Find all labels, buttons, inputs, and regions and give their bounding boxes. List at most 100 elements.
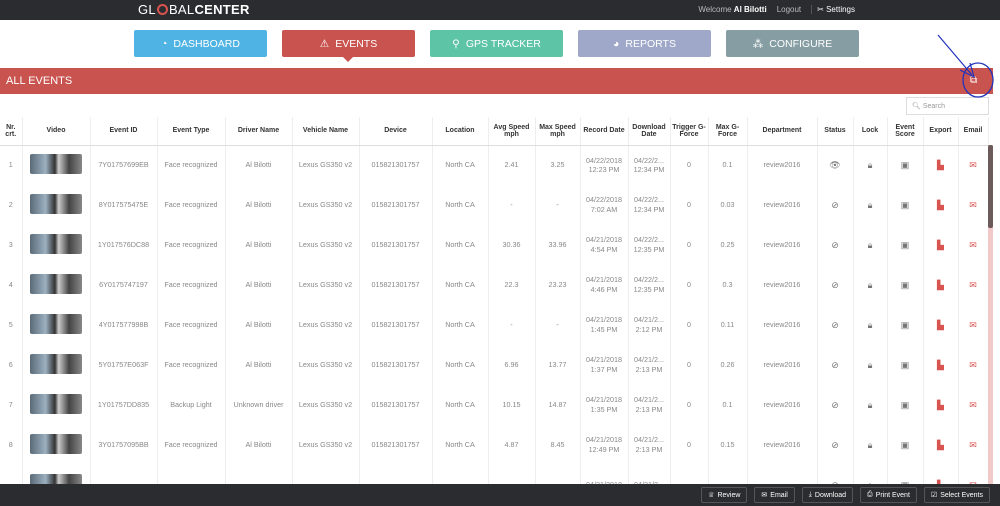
score-icon[interactable]: ▣ [900, 439, 910, 450]
settings-link[interactable]: ✂ Settings [811, 5, 855, 14]
video-cell[interactable] [22, 385, 91, 425]
lock-icon[interactable]: 🔒︎ [867, 359, 873, 370]
nav-gps-tracker[interactable]: ⚲ GPS TRACKER [430, 30, 563, 57]
lock-icon[interactable]: 🔒︎ [867, 160, 873, 171]
pdf-export-icon[interactable]: ▙ [937, 239, 944, 250]
video-thumbnail[interactable] [30, 313, 82, 334]
score-icon[interactable]: ▣ [900, 359, 910, 370]
eye-slash-icon[interactable]: ⊘ [831, 239, 839, 250]
video-cell[interactable] [22, 345, 91, 385]
lock-icon[interactable]: 🔒︎ [867, 279, 873, 290]
score-icon[interactable]: ▣ [900, 279, 910, 290]
score-icon[interactable]: ▣ [900, 199, 910, 210]
eye-slash-icon[interactable]: ⊘ [831, 359, 839, 370]
column-header[interactable]: Driver Name [225, 117, 293, 146]
lock-icon[interactable]: 🔒︎ [867, 399, 873, 410]
pdf-export-icon[interactable]: ▙ [937, 160, 944, 171]
video-thumbnail[interactable] [30, 193, 82, 214]
email-icon[interactable]: ✉ [969, 239, 977, 250]
column-header[interactable]: Lock [853, 117, 888, 146]
video-cell[interactable] [22, 145, 91, 185]
video-thumbnail[interactable] [30, 353, 82, 374]
video-thumbnail[interactable] [30, 153, 82, 174]
score-icon[interactable]: ▣ [900, 239, 910, 250]
video-thumbnail[interactable] [30, 393, 82, 414]
score-icon[interactable]: ▣ [900, 160, 910, 171]
table-row[interactable]: 8 3Y01757095BB Face recognized Al Bilotti Le… [0, 425, 989, 465]
score-icon[interactable]: ▣ [900, 399, 910, 410]
column-header[interactable]: Export [923, 117, 959, 146]
column-header[interactable]: Event ID [90, 117, 158, 146]
nav-reports[interactable]: ◕ REPORTS [578, 30, 711, 57]
column-header[interactable]: Department [747, 117, 818, 146]
table-row[interactable]: 4 6Y0175747197 Face recognized Al Bilotti Le… [0, 265, 989, 305]
email-icon[interactable]: ✉ [969, 279, 977, 290]
table-row[interactable]: 6 5Y01757E063F Face recognized Al Bilotti Le… [0, 345, 989, 385]
table-row[interactable]: 1 7Y01757699EB Face recognized Al Bilotti Le… [0, 145, 989, 185]
column-header[interactable]: Max Speed mph [535, 117, 581, 146]
column-header[interactable]: Device [359, 117, 433, 146]
pdf-export-icon[interactable]: ▙ [937, 279, 944, 290]
video-thumbnail[interactable] [30, 273, 82, 294]
email-icon[interactable]: ✉ [969, 399, 977, 410]
pdf-export-icon[interactable]: ▙ [937, 359, 944, 370]
email-icon[interactable]: ✉ [969, 359, 977, 370]
lock-icon[interactable]: 🔒︎ [867, 239, 873, 250]
eye-slash-icon[interactable]: ⊘ [831, 279, 839, 290]
eye-slash-icon[interactable]: ⊘ [831, 199, 839, 210]
review-button[interactable]: ♕ Review [701, 487, 748, 503]
scrollbar-thumb[interactable] [988, 145, 993, 228]
pdf-export-icon[interactable]: ▙ [937, 399, 944, 410]
lock-icon[interactable]: 🔒︎ [867, 199, 873, 210]
eye-slash-icon[interactable]: ⊘ [831, 439, 839, 450]
table-row[interactable]: 3 1Y017576DC88 Face recognized Al Bilotti Le… [0, 225, 989, 265]
email-icon[interactable]: ✉ [969, 319, 977, 330]
copy-icon[interactable]: ⧉ [970, 75, 978, 86]
column-header[interactable]: Event Score [887, 117, 924, 146]
nav-configure[interactable]: ⁂ CONFIGURE [726, 30, 859, 57]
table-row[interactable]: 5 4Y017577998B Face recognized Al Bilotti Le… [0, 305, 989, 345]
video-cell[interactable] [22, 305, 91, 345]
email-icon[interactable]: ✉ [969, 439, 977, 450]
nav-events[interactable]: ⚠ EVENTS [282, 30, 415, 62]
column-header[interactable]: Location [432, 117, 489, 146]
print-event-button[interactable]: ⎙ Print Event [860, 487, 917, 503]
column-header[interactable]: Email [958, 117, 989, 146]
score-icon[interactable]: ▣ [900, 319, 910, 330]
video-cell[interactable] [22, 185, 91, 225]
column-header[interactable]: Video [22, 117, 91, 146]
video-cell[interactable] [22, 225, 91, 265]
pdf-export-icon[interactable]: ▙ [937, 319, 944, 330]
nav-dashboard[interactable]: ◔ DASHBOARD [134, 30, 267, 57]
table-row[interactable]: 7 1Y01757DD835 Backup Light Unknown driver L… [0, 385, 989, 425]
video-thumbnail[interactable] [30, 233, 82, 254]
table-row[interactable]: 2 8Y017575475E Face recognized Al Bilotti Le… [0, 185, 989, 225]
column-header[interactable]: Event Type [157, 117, 226, 146]
video-thumbnail[interactable] [30, 433, 82, 454]
column-header[interactable]: Vehicle Name [292, 117, 360, 146]
eye-icon[interactable]: 👁︎ [829, 160, 841, 171]
lock-icon[interactable]: 🔒︎ [867, 319, 873, 330]
column-header[interactable]: Trigger G-Force [670, 117, 709, 146]
email-button[interactable]: ✉ Email [754, 487, 795, 503]
column-header[interactable]: Record Date [580, 117, 629, 146]
search-input[interactable]: 🔍︎ Search [906, 97, 989, 115]
column-header[interactable]: Nr. crt. [0, 117, 23, 146]
video-cell[interactable] [22, 265, 91, 305]
eye-slash-icon[interactable]: ⊘ [831, 319, 839, 330]
logout-link[interactable]: Logout [776, 5, 802, 14]
email-icon[interactable]: ✉ [969, 199, 977, 210]
table-scrollbar[interactable] [988, 145, 993, 484]
column-header[interactable]: Max G-Force [708, 117, 748, 146]
video-cell[interactable] [22, 425, 91, 465]
lock-icon[interactable]: 🔒︎ [867, 439, 873, 450]
column-header[interactable]: Status [817, 117, 854, 146]
email-icon[interactable]: ✉ [969, 160, 977, 171]
column-header[interactable]: Download Date [628, 117, 671, 146]
select-events-button[interactable]: ☑ Select Events [923, 487, 990, 503]
download-button[interactable]: ⤓ Download [801, 487, 854, 503]
column-header[interactable]: Avg Speed mph [488, 117, 536, 146]
pdf-export-icon[interactable]: ▙ [937, 199, 944, 210]
pdf-export-icon[interactable]: ▙ [937, 439, 944, 450]
eye-slash-icon[interactable]: ⊘ [831, 399, 839, 410]
